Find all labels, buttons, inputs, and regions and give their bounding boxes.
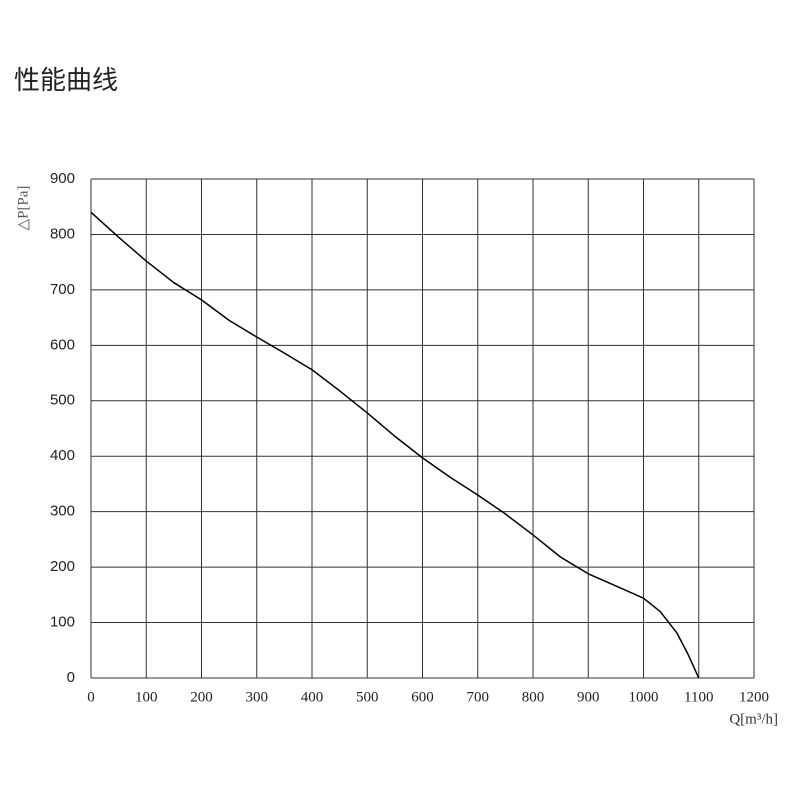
x-tick-label: 1000	[629, 689, 659, 705]
x-tick-label: 1200	[739, 689, 769, 705]
x-tick-label: 300	[246, 689, 269, 705]
y-tick-label: 800	[50, 225, 75, 242]
y-tick-label: 0	[67, 669, 75, 686]
x-tick-label: 0	[87, 689, 95, 705]
chart-title: 性能曲线	[14, 65, 118, 95]
y-tick-label: 300	[50, 503, 75, 520]
y-tick-label: 200	[50, 558, 75, 575]
x-tick-label: 400	[301, 689, 324, 705]
y-tick-label: 400	[50, 447, 75, 464]
y-tick-label: 500	[50, 392, 75, 409]
y-tick-label: 900	[50, 170, 75, 187]
x-tick-label: 700	[467, 689, 490, 705]
x-tick-label: 600	[411, 689, 434, 705]
x-tick-label: 800	[522, 689, 545, 705]
y-tick-label: 100	[50, 614, 75, 631]
y-axis-label: △P[Pa]	[15, 186, 31, 231]
x-tick-label: 200	[190, 689, 213, 705]
x-tick-label: 1100	[684, 689, 713, 705]
x-tick-label: 500	[356, 689, 379, 705]
x-tick-label: 900	[577, 689, 600, 705]
y-tick-label: 600	[50, 336, 75, 353]
x-tick-label: 100	[135, 689, 158, 705]
x-axis-label: Q[m³/h]	[729, 711, 778, 727]
curve	[90, 211, 700, 679]
y-tick-label: 700	[50, 281, 75, 298]
